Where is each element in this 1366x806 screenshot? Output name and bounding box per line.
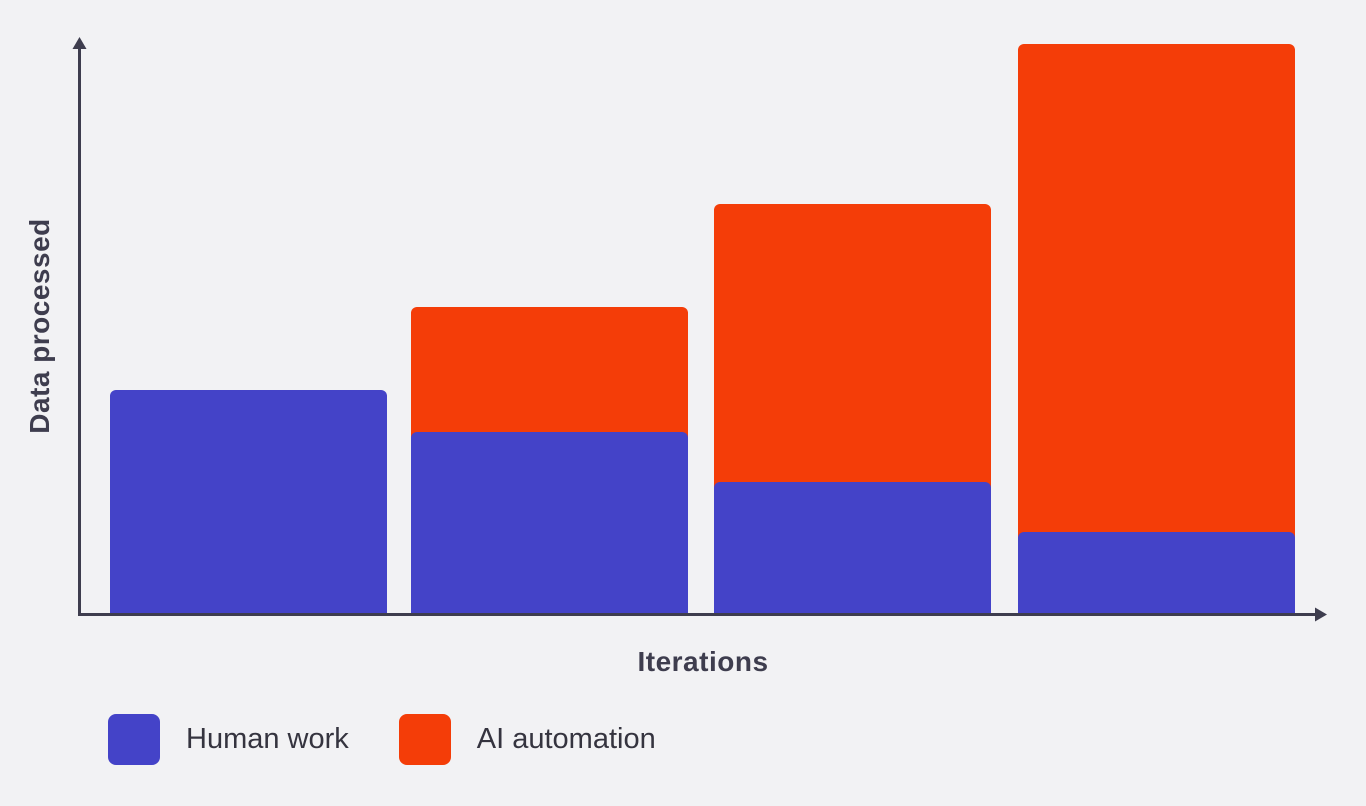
bar-iteration-1-human-work-segment	[110, 390, 387, 614]
x-axis-label: Iterations	[637, 646, 769, 677]
y-axis-label: Data processed	[24, 218, 55, 434]
legend-item-human-work: Human work	[108, 714, 349, 765]
y-axis-arrow-icon	[72, 37, 87, 49]
bar-iteration-3-human-work-segment	[714, 481, 991, 614]
legend-swatch-human-work	[108, 714, 160, 765]
bar-iteration-4-ai-automation-segment	[1018, 44, 1295, 540]
bar-iteration-2-human-work-segment	[411, 432, 688, 614]
x-axis-arrow-icon	[1315, 607, 1327, 622]
bar-iteration-4-human-work-segment	[1018, 531, 1295, 614]
bar-iteration-2-ai-automation-segment	[411, 306, 688, 441]
legend-label-human-work: Human work	[186, 723, 349, 755]
legend-item-ai-automation: AI automation	[398, 714, 656, 765]
legend-swatch-ai-automation	[398, 714, 451, 765]
bar-iteration-3-ai-automation-segment	[714, 204, 991, 490]
chart-legend: Human work AI automation	[108, 714, 656, 765]
legend-label-ai-automation: AI automation	[476, 723, 656, 755]
